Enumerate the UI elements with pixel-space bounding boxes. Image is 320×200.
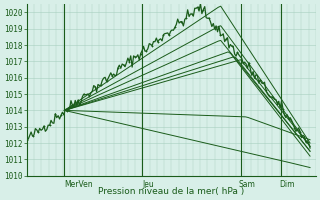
Text: Sam: Sam bbox=[238, 180, 255, 189]
Text: Jeu: Jeu bbox=[142, 180, 154, 189]
Text: MerVen: MerVen bbox=[65, 180, 93, 189]
X-axis label: Pression niveau de la mer( hPa ): Pression niveau de la mer( hPa ) bbox=[98, 187, 244, 196]
Text: Dim: Dim bbox=[279, 180, 295, 189]
